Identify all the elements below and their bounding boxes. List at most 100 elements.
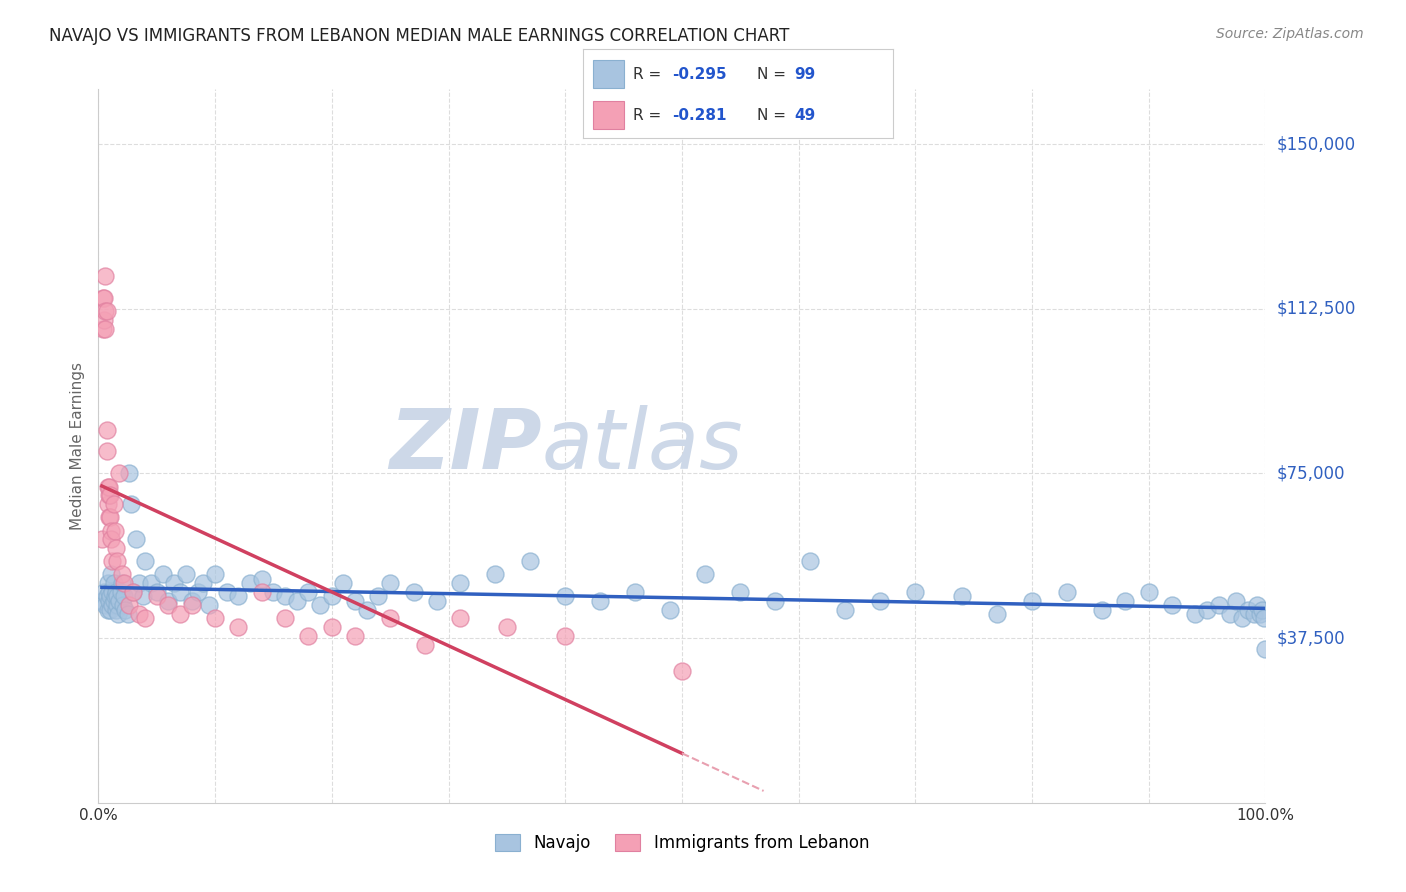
Point (105, 598, 128, 612)
Legend: Navajo, Immigrants from Lebanon: Navajo, Immigrants from Lebanon (488, 827, 876, 859)
Point (105, 590, 128, 604)
Point (250, 572, 273, 586)
Point (118, 598, 141, 612)
Point (122, 585, 145, 599)
Point (91, 321, 114, 335)
Point (1091, 602, 1114, 616)
Point (97, 602, 120, 616)
Point (380, 611, 402, 625)
Point (101, 585, 124, 599)
Point (157, 594, 180, 608)
Point (321, 590, 343, 604)
Point (100, 533, 122, 547)
Text: 99: 99 (794, 67, 815, 81)
Text: $75,000: $75,000 (1277, 465, 1346, 483)
Point (93, 585, 115, 599)
Point (274, 611, 297, 625)
Point (1184, 607, 1206, 621)
Point (157, 598, 180, 612)
Point (100, 524, 122, 538)
Point (380, 576, 402, 591)
Point (950, 590, 973, 604)
Point (309, 598, 332, 612)
Point (104, 541, 127, 555)
Point (695, 567, 717, 582)
Point (122, 585, 145, 599)
Point (1137, 585, 1160, 599)
Point (139, 576, 162, 591)
Point (228, 620, 250, 634)
Y-axis label: Median Male Earnings: Median Male Earnings (69, 362, 84, 530)
Point (262, 585, 284, 599)
Point (1254, 642, 1277, 657)
Point (799, 554, 821, 568)
Point (1056, 585, 1078, 599)
Point (1225, 594, 1247, 608)
Point (402, 585, 425, 599)
Point (1237, 602, 1260, 616)
Point (228, 590, 250, 604)
Point (1251, 602, 1274, 616)
Point (120, 497, 142, 511)
Point (105, 554, 128, 568)
Point (496, 620, 519, 634)
Point (413, 638, 436, 652)
Point (118, 467, 141, 481)
FancyBboxPatch shape (593, 101, 624, 129)
Point (103, 497, 125, 511)
Point (274, 590, 297, 604)
Point (98, 510, 121, 524)
Point (117, 607, 139, 621)
Point (554, 590, 576, 604)
Point (624, 585, 647, 599)
Point (356, 602, 378, 616)
Point (112, 576, 135, 591)
Text: ZIP: ZIP (389, 406, 541, 486)
Point (108, 467, 131, 481)
Point (869, 594, 891, 608)
Point (321, 620, 343, 634)
Point (1195, 602, 1218, 616)
Point (103, 576, 125, 591)
Point (163, 576, 186, 591)
Point (93, 291, 115, 305)
Point (132, 590, 155, 604)
Point (93, 312, 115, 326)
Point (134, 554, 156, 568)
Point (169, 585, 191, 599)
Point (589, 594, 612, 608)
Point (114, 602, 136, 616)
Point (449, 611, 471, 625)
Point (90, 533, 112, 547)
Text: atlas: atlas (541, 406, 744, 486)
Text: N =: N = (756, 67, 790, 81)
Point (100, 567, 122, 582)
Text: -0.295: -0.295 (672, 67, 727, 81)
Point (659, 602, 682, 616)
Point (204, 567, 226, 582)
Point (94, 598, 117, 612)
Point (104, 524, 127, 538)
Point (146, 585, 169, 599)
Point (1249, 607, 1271, 621)
Point (198, 598, 221, 612)
Point (1246, 598, 1268, 612)
Point (730, 585, 752, 599)
Point (128, 576, 150, 591)
Point (763, 594, 786, 608)
Point (187, 585, 209, 599)
Point (215, 585, 238, 599)
Point (128, 607, 150, 621)
Point (97, 497, 120, 511)
Point (111, 567, 134, 582)
Text: $37,500: $37,500 (1277, 629, 1346, 647)
Point (239, 576, 262, 591)
Text: $150,000: $150,000 (1277, 135, 1355, 153)
Point (180, 594, 202, 608)
FancyBboxPatch shape (593, 60, 624, 88)
Point (98, 590, 121, 604)
Point (98, 602, 121, 616)
Point (96, 304, 118, 318)
Point (96, 444, 118, 458)
Point (97, 594, 120, 608)
